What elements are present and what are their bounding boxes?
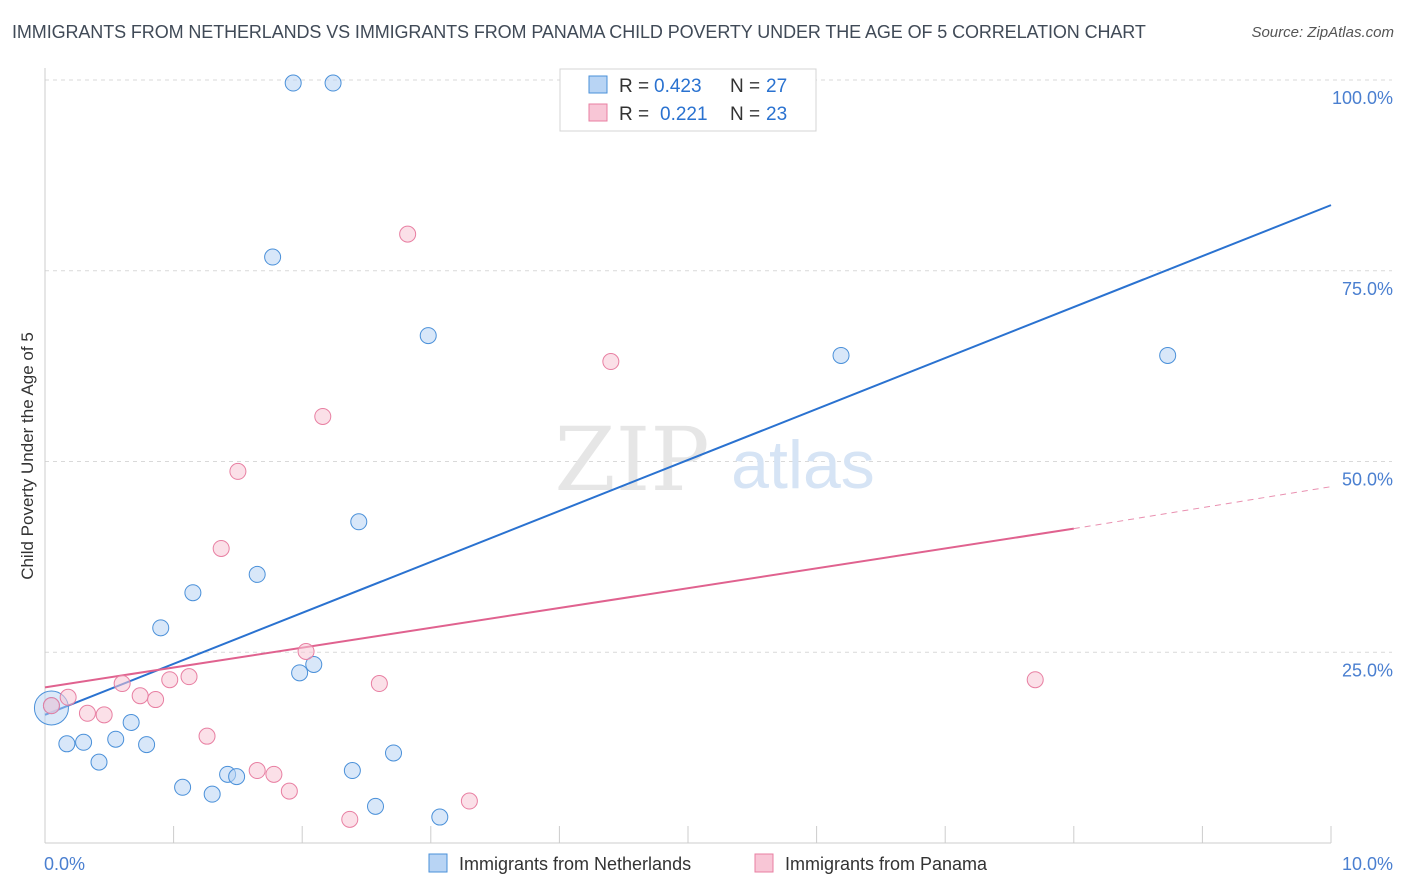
watermark-zip: ZIP (554, 408, 709, 511)
point-netherlands (184, 584, 202, 602)
point-netherlands (203, 785, 221, 803)
point-netherlands (832, 346, 850, 364)
point-netherlands (228, 768, 246, 786)
point-panama (1026, 671, 1044, 689)
point-panama (248, 762, 266, 780)
point-netherlands (343, 762, 361, 780)
point-panama (113, 675, 131, 693)
point-netherlands (248, 565, 266, 583)
point-panama (131, 687, 149, 705)
legend-swatch-netherlands (588, 75, 608, 94)
legend-r-value: 0.423 (654, 76, 702, 97)
point-netherlands (324, 74, 342, 92)
point-panama (147, 691, 165, 709)
x-tick-label-min: 0.0% (44, 854, 85, 874)
legend-n-value: 27 (766, 76, 787, 97)
legend-r-label: R = (619, 104, 649, 125)
y-tick-label: 100.0% (1332, 88, 1393, 108)
series-legend: Immigrants from Netherlands Immigrants f… (428, 853, 988, 874)
point-netherlands (264, 248, 282, 266)
point-netherlands (174, 778, 192, 796)
point-panama (229, 462, 247, 480)
y-tick-label: 50.0% (1342, 470, 1393, 490)
legend-swatch-panama (588, 103, 608, 122)
watermark-atlas: atlas (731, 427, 875, 503)
point-panama (95, 706, 113, 724)
point-panama (370, 675, 388, 693)
point-netherlands (305, 655, 323, 673)
legend-r-value: 0.221 (660, 104, 708, 125)
point-netherlands (75, 733, 93, 751)
data-points (33, 74, 1177, 828)
point-netherlands (138, 736, 156, 754)
point-netherlands (367, 797, 385, 815)
tick-labels: 25.0% 50.0% 75.0% 100.0% 0.0% 10.0% (44, 88, 1393, 874)
point-netherlands (152, 619, 170, 637)
point-netherlands (291, 664, 309, 682)
legend-n-value: 23 (766, 104, 787, 125)
correlation-legend: R = 0.423 N = 27 R = 0.221 N = 23 (559, 68, 817, 132)
point-panama (180, 668, 198, 686)
point-panama (341, 810, 359, 828)
point-netherlands (122, 713, 140, 731)
trend-line-panama (44, 527, 1074, 689)
bottom-legend-netherlands: Immigrants from Netherlands (459, 854, 691, 874)
point-panama (161, 671, 179, 689)
source-label: Source: ZipAtlas.com (1251, 24, 1394, 41)
legend-n-label: N = (730, 104, 760, 125)
trend-line-netherlands (44, 204, 1332, 716)
watermark: ZIP atlas (554, 408, 874, 511)
bottom-legend-panama: Immigrants from Panama (785, 854, 988, 874)
point-panama (314, 407, 332, 425)
point-netherlands (284, 74, 302, 92)
legend-r-label: R = (619, 76, 649, 97)
point-panama (280, 782, 298, 800)
point-netherlands (350, 513, 368, 531)
point-panama (59, 688, 77, 706)
grid-lines (45, 79, 1392, 653)
point-panama (602, 353, 620, 371)
legend-n-label: N = (730, 76, 760, 97)
point-panama (265, 765, 283, 783)
point-netherlands (1159, 346, 1177, 364)
point-panama (460, 792, 478, 810)
y-tick-label: 25.0% (1342, 660, 1393, 680)
trend-line-panama-extension (1073, 486, 1332, 530)
point-panama (399, 225, 417, 243)
point-netherlands (431, 808, 449, 826)
y-tick-label: 75.0% (1342, 279, 1393, 299)
bottom-legend-swatch-netherlands (428, 853, 448, 873)
point-panama (78, 704, 96, 722)
x-tick-label-max: 10.0% (1342, 854, 1393, 874)
point-netherlands (385, 744, 403, 762)
point-netherlands (58, 735, 76, 753)
point-panama (212, 539, 230, 557)
point-panama (42, 697, 60, 715)
trend-lines (44, 204, 1332, 716)
chart-title: IMMIGRANTS FROM NETHERLANDS VS IMMIGRANT… (12, 22, 1146, 42)
point-netherlands (419, 327, 437, 345)
point-panama (198, 727, 216, 745)
bottom-legend-swatch-panama (754, 853, 774, 873)
point-netherlands (107, 730, 125, 748)
point-netherlands (90, 753, 108, 771)
point-panama (297, 642, 315, 660)
